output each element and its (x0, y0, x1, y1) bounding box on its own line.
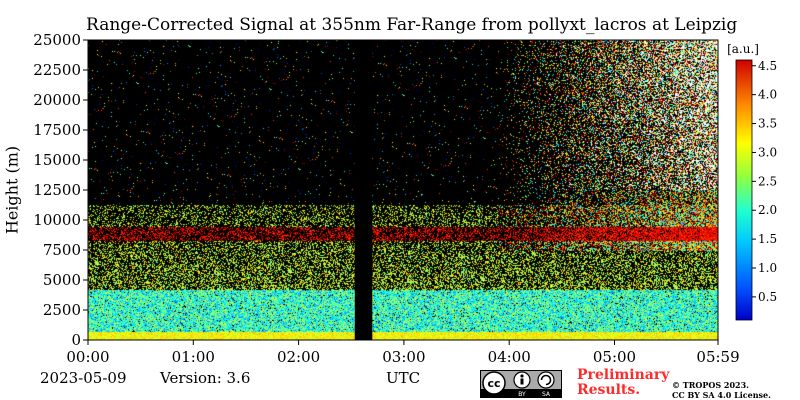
colorbar-tick-label: 2.0 (758, 203, 777, 217)
x-axis-label: UTC (386, 369, 421, 387)
colorbar-tick-label: 4.5 (758, 59, 777, 73)
colorbar-tick-label: 2.5 (758, 174, 777, 188)
y-tick-label: 20000 (33, 91, 81, 109)
x-axis: 00:00 01:00 02:00 03:00 04:00 05:00 05:59 (66, 340, 740, 366)
chart-title: Range-Corrected Signal at 355nm Far-Rang… (86, 15, 738, 35)
y-tick-label: 22500 (33, 61, 81, 79)
x-tick-label: 05:59 (696, 348, 739, 366)
y-tick-label: 0 (71, 331, 81, 349)
colorbar-tick-label: 1.5 (758, 232, 777, 246)
y-tick-label: 7500 (43, 241, 81, 259)
colorbar-label: [a.u.] (727, 42, 759, 56)
y-tick-label: 25000 (33, 31, 81, 49)
svg-text:SA: SA (542, 391, 551, 398)
x-tick-label: 02:00 (277, 348, 320, 366)
y-tick-label: 17500 (33, 121, 81, 139)
date-label: 2023-05-09 (40, 369, 127, 387)
svg-text:cc: cc (487, 377, 500, 390)
colorbar-tick-label: 4.0 (758, 88, 777, 102)
sa-icon (537, 371, 555, 389)
y-axis-label: Height (m) (2, 145, 22, 235)
cc-license-badge: cc BY SA (480, 370, 562, 398)
y-tick-label: 10000 (33, 211, 81, 229)
colorbar-tick-label: 3.5 (758, 117, 777, 131)
y-tick-label: 12500 (33, 181, 81, 199)
colorbar-tick-label: 3.0 (758, 145, 777, 159)
y-tick-label: 5000 (43, 271, 81, 289)
copyright-notice: © TROPOS 2023. CC BY SA 4.0 License. (672, 380, 771, 400)
cc-icon (482, 371, 506, 395)
x-tick-label: 05:00 (593, 348, 636, 366)
version-label: Version: 3.6 (160, 369, 251, 387)
y-tick-label: 2500 (43, 301, 81, 319)
colorbar-tick-label: 1.0 (758, 261, 777, 275)
data-gap (354, 40, 373, 340)
heatmap-layer (88, 40, 718, 340)
heatmap-image (88, 40, 718, 340)
y-tick-label: 15000 (33, 151, 81, 169)
colorbar (735, 59, 753, 321)
colorbar-tick-label: 0.5 (758, 290, 777, 304)
x-tick-label: 04:00 (488, 348, 531, 366)
colorbar-ticks: 0.5 1.0 1.5 2.0 2.5 3.0 3.5 4.0 4.5 (752, 59, 777, 304)
x-tick-label: 03:00 (382, 348, 425, 366)
y-axis: 0 2500 5000 7500 10000 12500 15000 17500 20000 22… (33, 31, 88, 349)
x-tick-label: 01:00 (172, 348, 215, 366)
preliminary-notice: Preliminary Results. (577, 367, 670, 398)
svg-text:BY: BY (518, 391, 526, 398)
x-tick-label: 00:00 (66, 348, 109, 366)
